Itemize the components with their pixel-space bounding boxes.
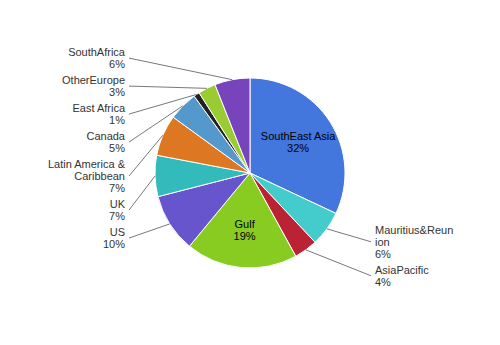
- svg-text:Gulf19%: Gulf19%: [234, 218, 256, 242]
- svg-text:East Africa1%: East Africa1%: [72, 102, 125, 126]
- svg-text:OtherEurope3%: OtherEurope3%: [62, 74, 125, 98]
- svg-text:AsiaPacific4%: AsiaPacific4%: [375, 264, 429, 288]
- svg-text:Canada5%: Canada5%: [86, 130, 125, 154]
- svg-text:Latin America &Caribbean7%: Latin America &Caribbean7%: [48, 158, 126, 194]
- svg-text:US10%: US10%: [103, 226, 125, 250]
- svg-text:SouthAfrica6%: SouthAfrica6%: [68, 46, 126, 70]
- svg-text:UK7%: UK7%: [109, 198, 126, 222]
- svg-text:SouthEast Asia32%: SouthEast Asia32%: [261, 130, 336, 154]
- svg-text:Mauritius&Reunion6%: Mauritius&Reunion6%: [375, 224, 453, 260]
